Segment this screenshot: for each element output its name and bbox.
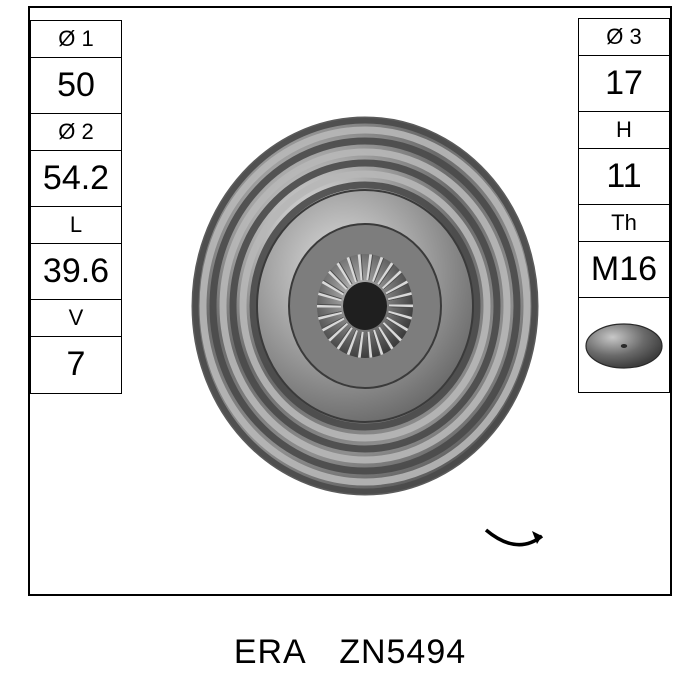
spec-thumbnail-cell xyxy=(578,297,670,393)
spec-value: 17 xyxy=(578,55,670,113)
diagram-frame: Ø 1 50 Ø 2 54.2 L 39.6 V 7 Ø 3 17 H 11 T… xyxy=(28,6,672,596)
spec-column-right: Ø 3 17 H 11 Th M16 xyxy=(578,18,670,393)
product-illustration xyxy=(180,56,550,546)
spec-value: 54.2 xyxy=(30,150,122,208)
spec-label: Ø 1 xyxy=(30,20,122,58)
spec-value: 11 xyxy=(578,148,670,206)
brand-text: ERA xyxy=(234,633,307,671)
part-caption: ERA ZN5494 xyxy=(0,633,700,672)
spec-column-left: Ø 1 50 Ø 2 54.2 L 39.6 V 7 xyxy=(30,20,122,394)
rotation-arrow-icon xyxy=(482,526,552,554)
spec-label: Ø 3 xyxy=(578,18,670,56)
cap-thumbnail-icon xyxy=(579,300,669,390)
spec-label: Ø 2 xyxy=(30,113,122,151)
spec-label: Th xyxy=(578,204,670,242)
spec-value: M16 xyxy=(578,241,670,299)
spec-value: 50 xyxy=(30,57,122,115)
spec-label: L xyxy=(30,206,122,244)
part-number: ZN5494 xyxy=(339,633,466,671)
spec-label: V xyxy=(30,299,122,337)
spec-label: H xyxy=(578,111,670,149)
spec-value: 7 xyxy=(30,336,122,394)
spec-value: 39.6 xyxy=(30,243,122,301)
